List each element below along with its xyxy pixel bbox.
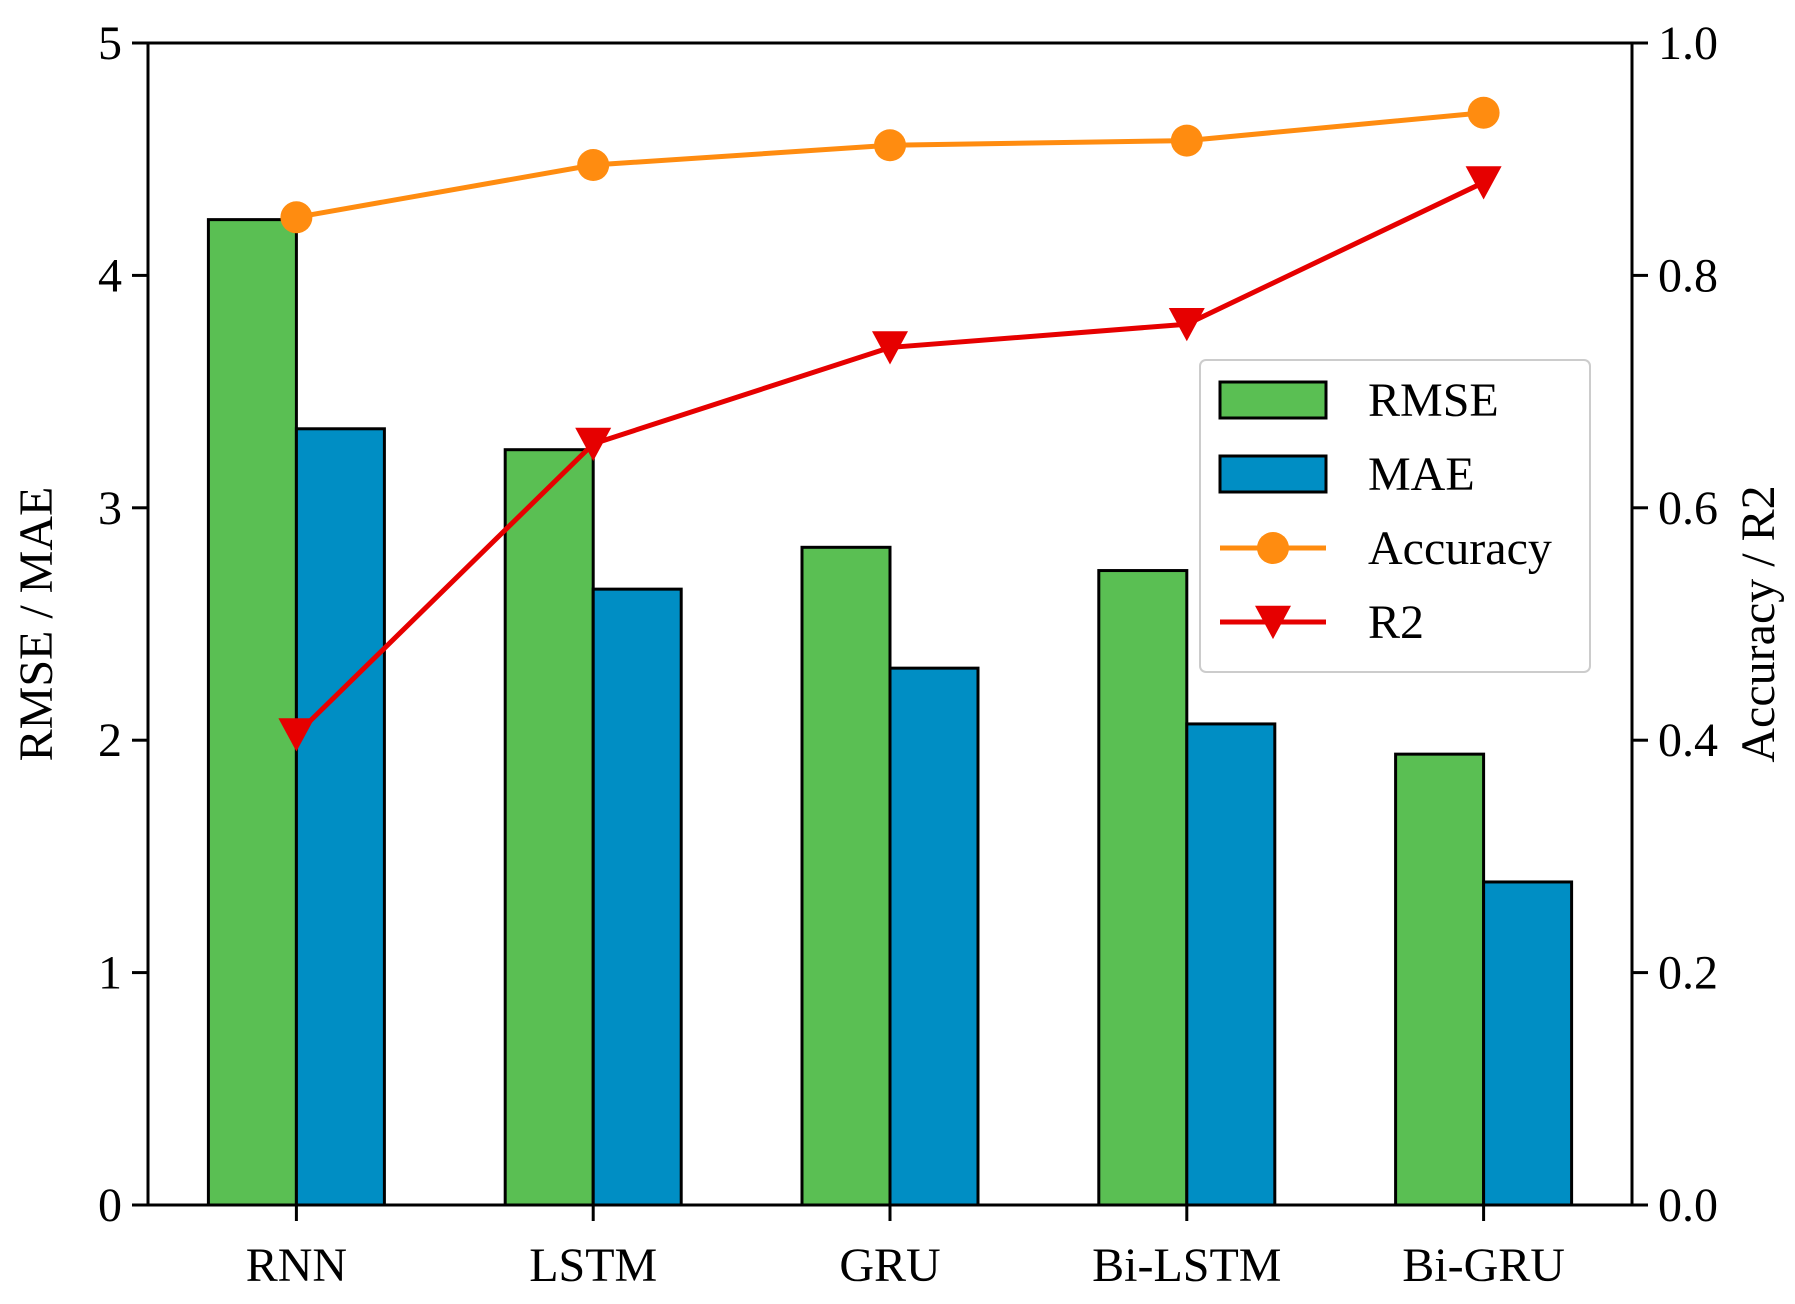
marker-r2-rnn — [278, 718, 315, 752]
bar-rmse-bi-gru — [1394, 752, 1486, 1207]
x-tick-label: Bi-LSTM — [1092, 1239, 1281, 1292]
marker-accuracy-bi-lstm — [1170, 124, 1203, 157]
y-tick-left-label: 3 — [98, 482, 122, 535]
bar-rmse-bi-lstm — [1097, 569, 1189, 1207]
y-tick-right-label: 0.2 — [1658, 947, 1718, 1000]
x-tick-label: GRU — [839, 1239, 940, 1292]
y-tick-right-label: 0.6 — [1658, 482, 1718, 535]
legend-swatch-mae — [1218, 454, 1328, 494]
legend: RMSE MAE Accuracy R2 — [1199, 359, 1591, 673]
y-tick-left-label: 5 — [98, 17, 122, 70]
bar-rmse-gru — [800, 545, 892, 1207]
bars-layer — [206, 218, 1574, 1207]
y-tick-right-label: 1.0 — [1658, 17, 1718, 70]
y-tick-left-label: 0 — [98, 1179, 122, 1232]
marker-accuracy-bi-gru — [1467, 96, 1500, 129]
bar-mae-bi-gru — [1482, 880, 1574, 1207]
marker-accuracy-rnn — [280, 201, 313, 234]
legend-label-accuracy: Accuracy — [1368, 522, 1552, 575]
y-tick-right-label: 0.4 — [1658, 714, 1718, 767]
legend-label-mae: MAE — [1368, 448, 1475, 501]
marker-r2-bi-lstm — [1168, 308, 1205, 342]
legend-marker-accuracy — [1257, 532, 1289, 564]
y-tick-right-label: 0.8 — [1658, 249, 1718, 302]
legend-items: RMSE MAE Accuracy R2 — [1218, 374, 1552, 649]
marker-accuracy-lstm — [577, 149, 610, 182]
y-tick-right-label: 0.0 — [1658, 1179, 1718, 1232]
bar-mae-rnn — [294, 427, 386, 1207]
x-tick-label: Bi-GRU — [1402, 1239, 1565, 1292]
x-tick-label: RNN — [246, 1239, 347, 1292]
line-accuracy — [295, 110, 1484, 220]
axes-layer: 0 1 2 3 4 5 0.0 0.2 0.4 0.6 0.8 1.0 RNN LSTM GRU Bi-LST… — [98, 17, 1718, 1292]
x-tick-label: LSTM — [529, 1239, 657, 1292]
y-tick-left-label: 2 — [98, 714, 122, 767]
bar-rmse-rnn — [206, 218, 298, 1207]
marker-r2-gru — [872, 331, 908, 365]
legend-label-r2: R2 — [1368, 596, 1424, 649]
y-axis-label-right: Accuracy / R2 — [1732, 485, 1785, 762]
bar-mae-gru — [888, 666, 980, 1207]
marker-accuracy-gru — [874, 129, 906, 162]
y-tick-left-label: 1 — [98, 947, 122, 1000]
legend-marker-r2 — [1255, 605, 1291, 640]
y-axis-label-left: RMSE / MAE — [10, 487, 63, 762]
marker-r2-lstm — [575, 427, 612, 461]
lines-layer — [278, 96, 1502, 752]
bar-rmse-lstm — [503, 448, 595, 1207]
y-tick-left-label: 4 — [98, 249, 122, 302]
legend-box — [1199, 359, 1591, 673]
bar-mae-lstm — [591, 587, 683, 1207]
legend-swatch-rmse — [1218, 380, 1328, 420]
legend-label-rmse: RMSE — [1368, 374, 1499, 427]
bar-mae-bi-lstm — [1185, 722, 1277, 1207]
marker-r2-bi-gru — [1465, 166, 1502, 200]
